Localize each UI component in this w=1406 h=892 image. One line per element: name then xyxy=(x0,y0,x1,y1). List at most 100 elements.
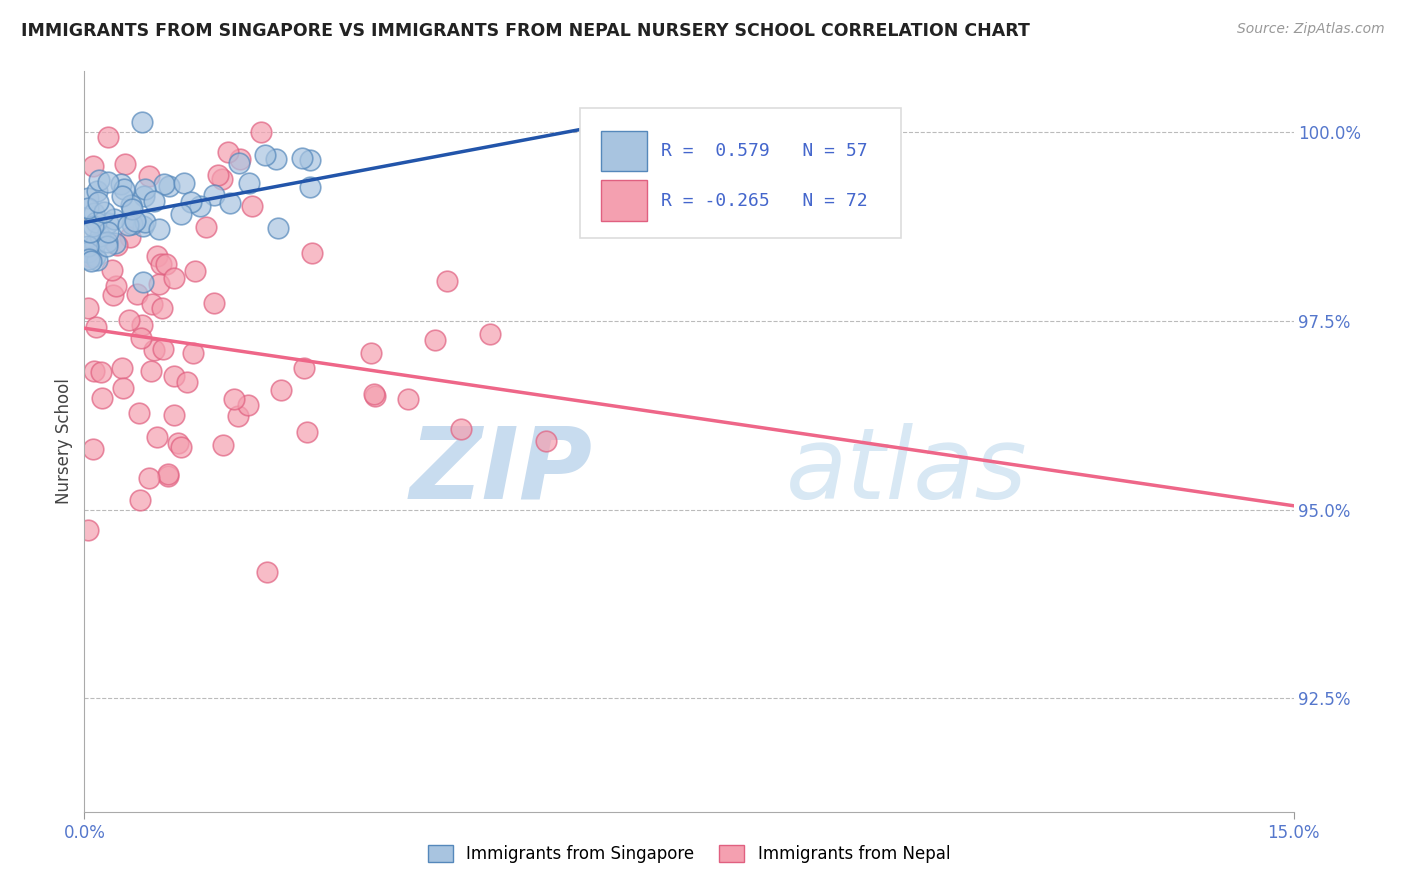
Point xyxy=(86,252,108,267)
Text: R =  0.579   N = 57: R = 0.579 N = 57 xyxy=(661,143,868,161)
Point xyxy=(396,392,419,406)
Point xyxy=(103,288,125,302)
Point xyxy=(202,296,225,310)
Point xyxy=(222,392,245,407)
Point xyxy=(143,194,166,208)
Point xyxy=(169,440,191,454)
Point xyxy=(195,219,218,234)
Point xyxy=(120,198,142,212)
Point xyxy=(184,263,207,277)
Point xyxy=(236,398,259,412)
Point xyxy=(270,383,292,397)
Point xyxy=(228,156,250,170)
Point xyxy=(84,249,107,263)
Point xyxy=(139,364,162,378)
Point xyxy=(80,250,103,264)
Point xyxy=(112,182,135,196)
Point xyxy=(250,125,273,139)
Point xyxy=(218,196,240,211)
Point xyxy=(155,257,177,271)
Point xyxy=(150,301,173,315)
Point xyxy=(89,229,111,244)
Point xyxy=(134,215,156,229)
Point xyxy=(180,194,202,209)
Point xyxy=(105,237,128,252)
Point xyxy=(117,219,139,233)
Point xyxy=(105,278,128,293)
Point xyxy=(217,145,239,159)
Point xyxy=(96,238,118,252)
Point xyxy=(121,202,143,216)
Point xyxy=(148,277,170,292)
Point xyxy=(163,408,186,422)
Text: Source: ZipAtlas.com: Source: ZipAtlas.com xyxy=(1237,22,1385,37)
Point xyxy=(299,153,322,168)
Point xyxy=(157,179,180,194)
Point xyxy=(132,219,155,233)
Point xyxy=(128,406,150,420)
Point xyxy=(157,469,180,483)
Point xyxy=(134,182,156,196)
Point xyxy=(267,221,290,235)
Point xyxy=(132,189,155,203)
Point xyxy=(77,244,100,259)
Point xyxy=(112,380,135,394)
Point xyxy=(121,217,143,231)
Point xyxy=(77,301,100,315)
Point xyxy=(111,360,134,375)
Point xyxy=(82,160,104,174)
Point xyxy=(80,253,103,268)
Point xyxy=(84,236,107,251)
Point xyxy=(138,169,160,184)
Point xyxy=(256,565,278,579)
Point xyxy=(103,211,125,226)
Point xyxy=(132,275,155,289)
Point xyxy=(534,434,557,448)
Point xyxy=(93,205,115,219)
Point xyxy=(238,176,260,190)
Point xyxy=(152,342,174,356)
Point xyxy=(364,389,387,403)
Point xyxy=(129,331,152,345)
Point xyxy=(96,235,118,249)
Point xyxy=(176,376,198,390)
Point xyxy=(118,313,141,327)
Point xyxy=(169,207,191,221)
Point xyxy=(229,152,252,166)
Point xyxy=(181,346,204,360)
Point xyxy=(97,130,120,145)
Point xyxy=(254,148,277,162)
Point xyxy=(167,436,190,450)
Point xyxy=(114,157,136,171)
Point xyxy=(295,425,318,439)
Point xyxy=(264,152,287,166)
Point xyxy=(131,318,153,332)
Point xyxy=(436,274,458,288)
Point xyxy=(77,252,100,267)
Point xyxy=(146,249,169,263)
Point xyxy=(111,188,134,202)
Point xyxy=(77,239,100,253)
Text: atlas: atlas xyxy=(786,423,1028,520)
Bar xyxy=(600,180,647,221)
Y-axis label: Nursery School: Nursery School xyxy=(55,378,73,505)
Point xyxy=(301,246,323,260)
Point xyxy=(86,184,108,198)
Point xyxy=(211,172,233,186)
Text: ZIP: ZIP xyxy=(409,423,592,520)
Point xyxy=(77,191,100,205)
Point xyxy=(79,225,101,239)
Point xyxy=(188,199,211,213)
Point xyxy=(138,471,160,485)
Point xyxy=(101,263,124,277)
Point xyxy=(163,270,186,285)
Point xyxy=(131,115,153,129)
Point xyxy=(124,214,146,228)
Point xyxy=(212,438,235,452)
Point xyxy=(97,175,120,189)
Point xyxy=(157,467,180,482)
Bar xyxy=(600,130,647,171)
Point xyxy=(77,524,100,538)
Point xyxy=(240,199,263,213)
Point xyxy=(90,391,112,405)
